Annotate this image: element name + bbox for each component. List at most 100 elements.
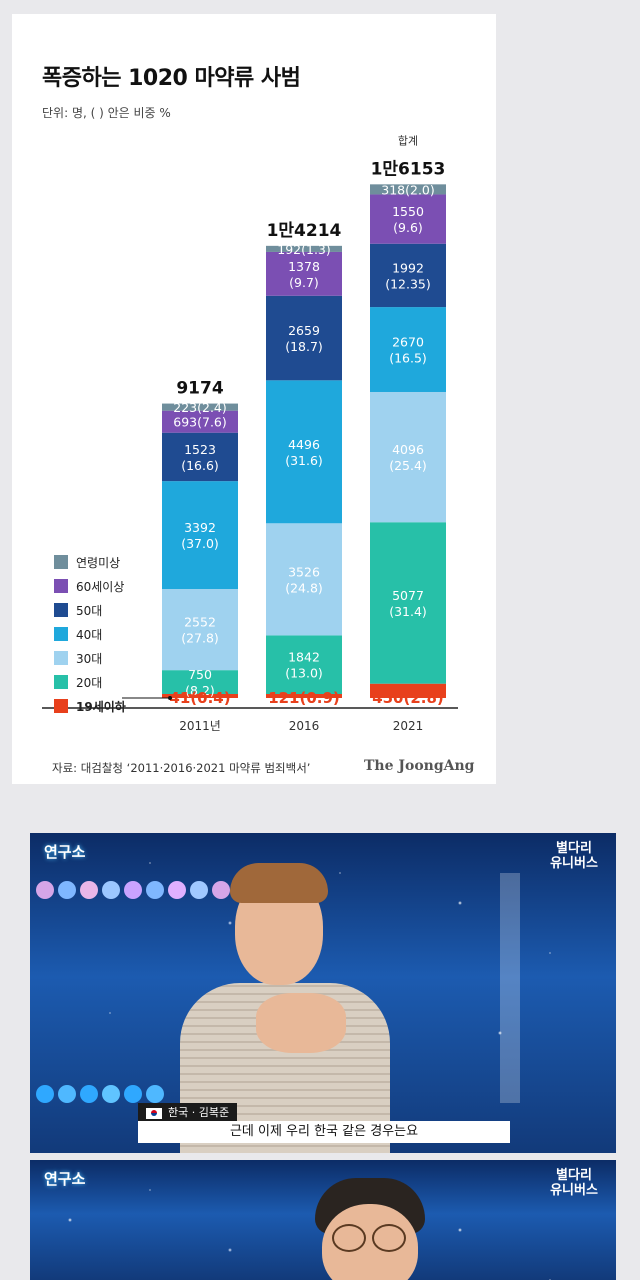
data-label: (13.0) (285, 666, 323, 681)
data-label: (31.4) (389, 604, 427, 619)
legend-swatch (54, 603, 68, 617)
brand-logo: The JoongAng (364, 758, 475, 774)
data-label: 693(7.6) (173, 415, 227, 430)
bar-segment-60세이상 (370, 194, 446, 244)
bar-segment-30대 (162, 588, 238, 671)
legend-label: 50대 (76, 603, 103, 618)
bar-segment-50대 (162, 432, 238, 482)
legend-swatch (54, 651, 68, 665)
data-label: (24.8) (285, 580, 323, 595)
bar-segment-30대 (370, 391, 446, 523)
channel-logo: 별다리 유니버스 (550, 841, 598, 871)
glasses-right (372, 1224, 406, 1252)
video-frame-1: 연구소 별다리 유니버스 한국 · 김복준 근데 이제 우리 한국 같은 경우는… (30, 833, 616, 1153)
bar-segment-60세이상 (162, 410, 238, 433)
glass-panel (500, 873, 520, 1103)
chart-title: 폭증하는 1020 마약류 사범 (42, 66, 301, 91)
glasses-left (332, 1224, 366, 1252)
bar-segment-40대 (162, 481, 238, 589)
show-logo: 연구소 (44, 843, 86, 861)
subtitle-caption: 근데 이제 우리 한국 같은 경우는요 (138, 1121, 510, 1143)
data-label: 192(1.3) (277, 242, 331, 257)
ball-shelf-bottom (30, 1085, 616, 1105)
speaker-tag: 한국 · 김복준 (138, 1103, 238, 1123)
bar-segment-연령미상 (370, 184, 446, 195)
data-label: 223(2.4) (173, 400, 227, 415)
legend-item: 40대 (54, 624, 102, 644)
data-label: 750 (188, 667, 212, 682)
channel-logo: 별다리 유니버스 (550, 1168, 598, 1198)
data-label: (31.6) (285, 453, 323, 468)
bar-segment-19세이하 (370, 683, 446, 698)
bar-segment-60세이상 (266, 251, 342, 296)
bar-segment-30대 (266, 523, 342, 636)
data-label: 1378 (288, 259, 320, 274)
infographic-card: 폭증하는 1020 마약류 사범 단위: 명, ( ) 안은 비중 % 750(… (12, 14, 496, 784)
korea-flag-icon (146, 1107, 162, 1119)
bar-segment-19세이하 (162, 694, 238, 698)
bar-segment-50대 (266, 295, 342, 381)
data-label: 1992 (392, 260, 424, 275)
bar-segment-40대 (370, 307, 446, 392)
data-label: 5077 (392, 588, 424, 603)
legend-label: 60세이상 (76, 579, 125, 594)
bar-segment-연령미상 (162, 403, 238, 411)
data-label: 3526 (288, 564, 320, 579)
bar-segment-연령미상 (266, 245, 342, 252)
data-label: (18.7) (285, 339, 323, 354)
legend-item: 연령미상 (54, 552, 120, 572)
data-label: 4096 (392, 442, 424, 457)
data-label: 3392 (184, 520, 216, 535)
data-label: (16.6) (181, 458, 219, 473)
bar-segment-20대 (266, 635, 342, 694)
total-label: 9174 (176, 379, 223, 399)
data-label: (37.0) (181, 536, 219, 551)
ball-shelf-top (30, 881, 616, 901)
data-label: (9.7) (289, 275, 319, 290)
legend-item: 20대 (54, 672, 102, 692)
bar-segment-20대 (370, 522, 446, 684)
category-label: 2011년 (179, 719, 221, 733)
speaker-name: 한국 · 김복준 (168, 1106, 230, 1119)
legend-label: 20대 (76, 675, 103, 690)
data-label: (16.5) (389, 351, 427, 366)
stacked-bar-chart: 750(8.2) 2552(27.8) 3392(37.0) 1523(16.6) 69… (42, 134, 458, 733)
legend-label: 19세이하 (76, 699, 126, 714)
data-label: 2659 (288, 323, 320, 338)
data-label: 2670 (392, 335, 424, 350)
legend-swatch (54, 675, 68, 689)
category-label: 2016 (289, 719, 320, 733)
source-note: 자료: 대검찰청 ‘2011·2016·2021 마약류 범죄백서’ (52, 761, 311, 775)
total-header: 합계 (398, 134, 418, 147)
legend-swatch (54, 579, 68, 593)
data-label-19: 121(0.9) (268, 689, 340, 707)
legend-swatch (54, 627, 68, 641)
total-label: 1만6153 (371, 159, 446, 179)
legend-item: 30대 (54, 648, 102, 668)
data-label: 318(2.0) (381, 182, 435, 197)
legend-item: 50대 (54, 600, 102, 620)
bar-segment-50대 (370, 243, 446, 308)
bar-segment-20대 (162, 670, 238, 694)
category-label: 2021 (393, 719, 424, 733)
legend-label: 30대 (76, 651, 103, 666)
total-label: 1만4214 (267, 221, 342, 241)
video-frame-2: 연구소 별다리 유니버스 (30, 1160, 616, 1280)
data-label: (12.35) (385, 276, 431, 291)
legend-item: 60세이상 (54, 576, 124, 596)
legend-label: 연령미상 (76, 555, 121, 570)
bar-segment-19세이하 (266, 694, 342, 698)
data-label-19: 450(2.8) (372, 689, 444, 707)
legend-label: 40대 (76, 627, 103, 642)
legend-swatch (54, 699, 68, 713)
data-label: 2552 (184, 615, 216, 630)
data-label: (25.4) (389, 458, 427, 473)
legend-swatch (54, 555, 68, 569)
legend-item: 19세이하 (54, 696, 126, 716)
legend-arrow-dot (168, 696, 172, 700)
data-label: 1523 (184, 442, 216, 457)
data-label: 4496 (288, 437, 320, 452)
data-label: 1550 (392, 204, 424, 219)
data-label: (8.2) (185, 683, 215, 698)
show-logo: 연구소 (44, 1170, 86, 1188)
